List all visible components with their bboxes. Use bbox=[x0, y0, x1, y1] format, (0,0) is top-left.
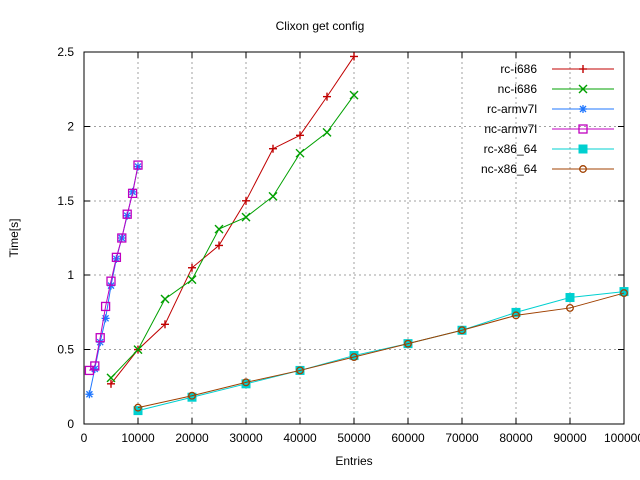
series-nc-i686 bbox=[106, 90, 359, 383]
legend-entry-nc-x86_64[interactable]: nc-x86_64 bbox=[481, 162, 614, 176]
x-tick-label: 0 bbox=[81, 431, 88, 445]
x-tick-label: 90000 bbox=[553, 431, 587, 445]
series-line bbox=[137, 292, 625, 409]
series-nc-x86_64 bbox=[134, 289, 628, 412]
x-tick-label: 70000 bbox=[445, 431, 479, 445]
data-point bbox=[619, 287, 629, 297]
x-tick-label: 30000 bbox=[229, 431, 263, 445]
x-tick-label: 100000 bbox=[604, 431, 640, 445]
data-point bbox=[565, 293, 575, 303]
data-point bbox=[106, 276, 116, 286]
legend-label: rc-armv7l bbox=[487, 102, 537, 116]
data-point bbox=[134, 403, 142, 412]
gridlines bbox=[84, 52, 624, 424]
data-point bbox=[187, 275, 197, 285]
legend-label: rc-x86_64 bbox=[484, 142, 538, 156]
data-point bbox=[214, 224, 224, 234]
x-tick-label: 50000 bbox=[337, 431, 371, 445]
data-point bbox=[241, 212, 251, 222]
data-point bbox=[566, 303, 574, 312]
data-point bbox=[127, 188, 138, 199]
plot-frame bbox=[83, 51, 625, 425]
y-axis-ticks: 0 0.5 1 1.5 2 2.5 bbox=[57, 45, 624, 431]
series-rc-x86_64 bbox=[133, 287, 629, 416]
legend-entry-rc-i686[interactable]: rc-i686 bbox=[500, 62, 614, 76]
chart-title: Clixon get config bbox=[276, 19, 365, 33]
data-point bbox=[95, 333, 105, 343]
y-tick-label: 1.5 bbox=[57, 194, 74, 208]
data-point bbox=[160, 294, 170, 304]
x-axis-ticks: 0 10000 20000 30000 40000 50000 60000 70000 8000… bbox=[81, 52, 640, 445]
legend-marker bbox=[578, 124, 588, 134]
x-tick-label: 20000 bbox=[175, 431, 209, 445]
data-point bbox=[117, 233, 127, 243]
legend-entry-nc-armv7l[interactable]: nc-armv7l bbox=[484, 122, 614, 136]
data-point bbox=[85, 390, 93, 398]
data-point bbox=[133, 345, 143, 355]
legend-label: nc-x86_64 bbox=[481, 162, 537, 176]
y-tick-label: 0.5 bbox=[57, 343, 74, 357]
legend: rc-i686 nc-i686 rc-armv7l nc-armv7l rc-x86_6… bbox=[481, 62, 614, 176]
data-point bbox=[90, 361, 100, 371]
y-tick-label: 2 bbox=[67, 119, 74, 133]
x-axis-label: Entries bbox=[335, 454, 372, 468]
series-line bbox=[137, 291, 625, 412]
data-point bbox=[106, 373, 116, 383]
x-tick-label: 60000 bbox=[391, 431, 425, 445]
data-point bbox=[295, 148, 305, 158]
data-point bbox=[188, 391, 196, 400]
series-line bbox=[110, 94, 355, 379]
data-point bbox=[100, 301, 111, 312]
x-tick-label: 80000 bbox=[499, 431, 533, 445]
data-point bbox=[404, 339, 412, 348]
legend-entry-nc-i686[interactable]: nc-i686 bbox=[498, 82, 614, 96]
data-point bbox=[242, 378, 250, 387]
data-point bbox=[111, 252, 122, 262]
legend-marker bbox=[578, 144, 588, 154]
legend-entry-rc-armv7l[interactable]: rc-armv7l bbox=[487, 102, 614, 116]
series-layer bbox=[84, 52, 629, 416]
data-point bbox=[268, 191, 278, 201]
y-tick-label: 1 bbox=[67, 268, 74, 282]
y-axis-label: Time[s] bbox=[7, 219, 21, 258]
x-tick-label: 40000 bbox=[283, 431, 317, 445]
y-tick-label: 2.5 bbox=[57, 45, 74, 59]
data-point bbox=[458, 326, 466, 335]
data-point bbox=[349, 90, 359, 100]
legend-marker bbox=[578, 84, 588, 94]
data-point bbox=[133, 160, 143, 170]
series-nc-armv7l bbox=[84, 160, 143, 376]
legend-label: nc-armv7l bbox=[484, 122, 537, 136]
legend-entry-rc-x86_64[interactable]: rc-x86_64 bbox=[484, 142, 614, 156]
legend-marker bbox=[579, 165, 587, 173]
data-point bbox=[350, 353, 358, 361]
data-point bbox=[512, 311, 520, 320]
data-point bbox=[187, 392, 197, 402]
y-tick-label: 0 bbox=[67, 417, 74, 431]
data-point bbox=[620, 289, 628, 298]
data-point bbox=[296, 366, 304, 375]
legend-label: nc-i686 bbox=[498, 82, 538, 96]
data-point bbox=[322, 127, 332, 137]
series-line bbox=[89, 164, 139, 371]
legend-label: rc-i686 bbox=[500, 62, 537, 76]
x-tick-label: 10000 bbox=[121, 431, 155, 445]
legend-marker bbox=[579, 105, 587, 113]
data-point bbox=[122, 209, 132, 219]
